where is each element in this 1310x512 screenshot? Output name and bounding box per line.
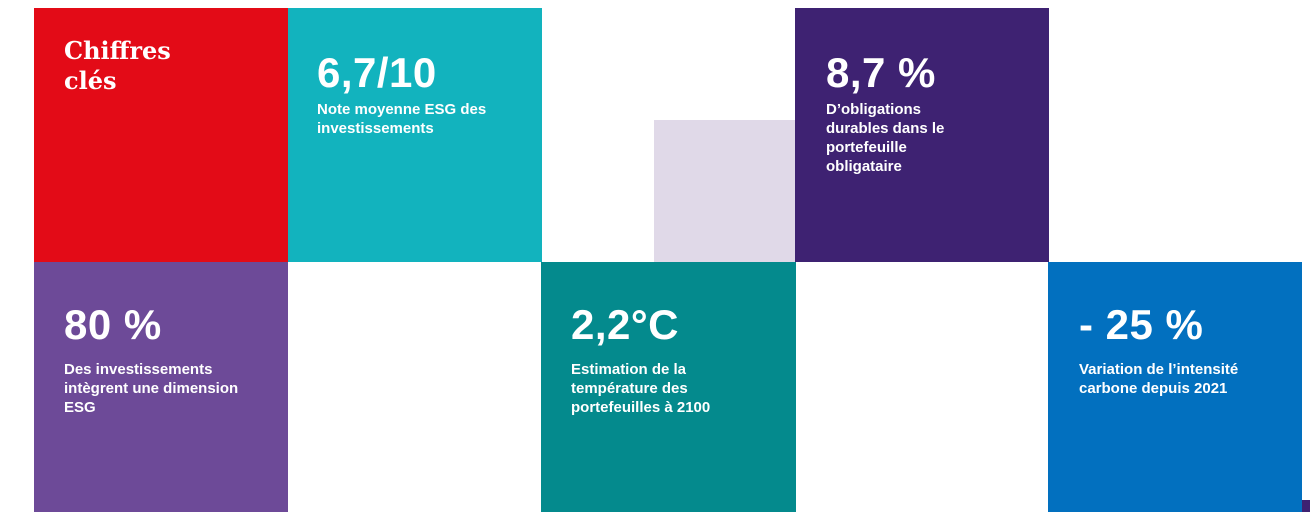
temperature-description: Estimation de la température des portefe…: [571, 361, 711, 416]
carbon-intensity-tile: - 25 % Variation de l’intensité carbone …: [1048, 262, 1302, 512]
temperature-tile: 2,2°C Estimation de la température des p…: [541, 262, 796, 512]
esg-score-tile: 6,7/10 Note moyenne ESG des investisseme…: [288, 8, 542, 262]
esg-investments-description: Des investissements intègrent une dimens…: [64, 361, 239, 416]
carbon-intensity-value: - 25 %: [1079, 301, 1204, 348]
esg-score-description: Note moyenne ESG des investissements: [317, 101, 487, 137]
sustainable-bonds-value: 8,7 %: [826, 49, 936, 96]
title-tile: Chiffres clés: [34, 8, 288, 262]
esg-investments-tile: 80 % Des investissements intègrent une d…: [34, 262, 288, 512]
esg-investments-value: 80 %: [64, 301, 162, 348]
decorative-tile: [654, 120, 796, 262]
sustainable-bonds-tile: 8,7 % D’obligations durables dans le por…: [795, 8, 1049, 262]
carbon-intensity-description: Variation de l’intensité carbone depuis …: [1079, 361, 1239, 397]
corner-accent: [1302, 500, 1310, 512]
sustainable-bonds-description: D’obligations durables dans le portefeui…: [826, 101, 945, 175]
esg-score-value: 6,7/10: [317, 49, 437, 96]
page-title: Chiffres clés: [64, 36, 171, 95]
temperature-value: 2,2°C: [571, 301, 680, 348]
